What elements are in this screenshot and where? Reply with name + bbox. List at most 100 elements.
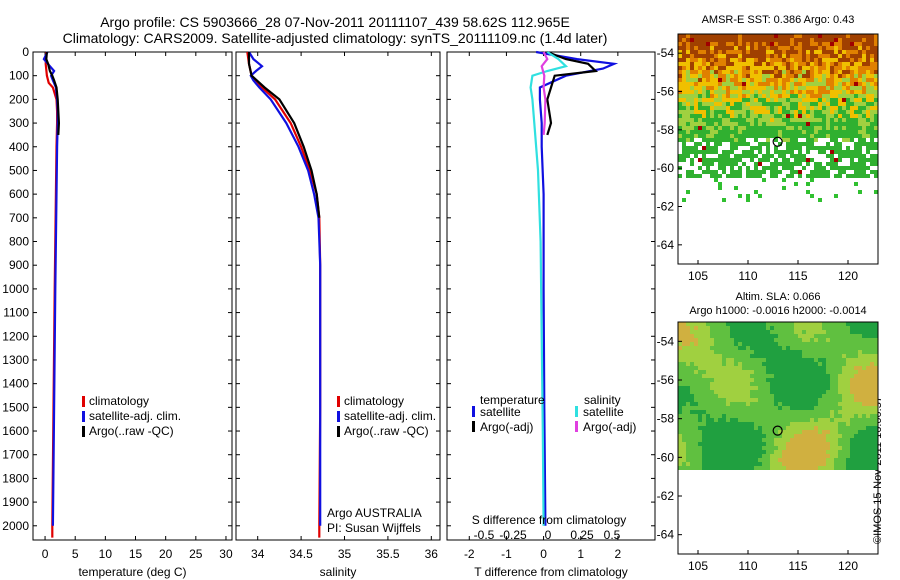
series-line-s-argo-adj-	[540, 51, 549, 136]
sst-map-cell	[822, 54, 826, 58]
sst-map-cell	[838, 110, 842, 114]
sla-map-cell	[710, 446, 714, 450]
sla-map-cell	[778, 366, 782, 370]
sla-map-cell	[778, 390, 782, 394]
sla-map-cell	[754, 338, 758, 342]
sla-map-cell	[758, 426, 762, 430]
sst-map-cell	[686, 58, 690, 62]
sst-map-cell	[850, 98, 854, 102]
sla-map-cell	[718, 462, 722, 466]
sst-map-cell	[718, 46, 722, 50]
sla-map-cell	[690, 462, 694, 466]
sla-map-cell	[858, 414, 862, 418]
x-axis-label: salinity	[320, 565, 357, 579]
sla-map-cell	[706, 398, 710, 402]
sla-map-cell	[730, 326, 734, 330]
sla-map-cell	[778, 422, 782, 426]
sst-map-cell	[746, 82, 750, 86]
sla-map-cell	[822, 406, 826, 410]
sst-map-cell	[718, 70, 722, 74]
sla-map-cell	[678, 394, 682, 398]
figure-title-line2: Climatology: CARS2009. Satellite-adjuste…	[62, 30, 608, 46]
sst-map-cell	[810, 94, 814, 98]
sla-map-cell	[826, 454, 830, 458]
sla-map-cell	[842, 346, 846, 350]
sst-map-cell	[690, 126, 694, 130]
sst-map-cell	[690, 34, 694, 38]
sst-map-cell	[786, 150, 790, 154]
sla-map-cell	[834, 366, 838, 370]
sst-map-cell	[830, 98, 834, 102]
sla-map-cell	[678, 406, 682, 410]
sla-map-cell	[810, 330, 814, 334]
sla-map-cell	[742, 346, 746, 350]
sla-map-cell	[690, 406, 694, 410]
sst-map-cell	[858, 54, 862, 58]
figure-title-line1: Argo profile: CS 5903666_28 07-Nov-2011 …	[100, 14, 570, 30]
sla-map-cell	[866, 430, 870, 434]
sla-map-cell	[738, 438, 742, 442]
sla-map-cell	[862, 438, 866, 442]
sla-map-cell	[850, 350, 854, 354]
sla-map-cell	[718, 450, 722, 454]
sla-map-cell	[870, 382, 874, 386]
sla-map-cell	[734, 462, 738, 466]
sla-map-cell	[850, 406, 854, 410]
sla-map-cell	[838, 406, 842, 410]
sst-map-cell	[778, 122, 782, 126]
sst-map-cell	[714, 118, 718, 122]
sst-map-cell	[774, 170, 778, 174]
sst-map-cell	[790, 42, 794, 46]
sla-map-cell	[690, 426, 694, 430]
sst-map-cell	[866, 70, 870, 74]
sst-map-cell	[686, 174, 690, 178]
sst-map-cell	[718, 186, 722, 190]
sla-map-cell	[718, 342, 722, 346]
sst-map-cell	[746, 38, 750, 42]
sla-map-cell	[826, 426, 830, 430]
sla-map-cell	[874, 378, 878, 382]
sla-map-cell	[730, 426, 734, 430]
sla-map-cell	[734, 454, 738, 458]
x-tick-label: 2	[615, 547, 622, 561]
sla-map-cell	[726, 466, 730, 470]
sla-map-cell	[758, 414, 762, 418]
sla-map-cell	[706, 466, 710, 470]
sst-map-cell	[806, 130, 810, 134]
sst-map-cell	[686, 134, 690, 138]
sla-map-cell	[718, 458, 722, 462]
sla-map-cell	[738, 410, 742, 414]
sst-map-cell	[870, 78, 874, 82]
sla-map-cell	[858, 338, 862, 342]
sst-map-cell	[710, 110, 714, 114]
sla-map-cell	[754, 382, 758, 386]
sla-map-cell	[686, 386, 690, 390]
sst-map-cell	[730, 138, 734, 142]
sla-map-cell	[702, 394, 706, 398]
sst-map-cell	[690, 94, 694, 98]
sla-map-cell	[798, 438, 802, 442]
sla-map-cell	[858, 466, 862, 470]
sst-map-cell	[866, 122, 870, 126]
sla-map-cell	[770, 334, 774, 338]
sst-map-cell	[794, 42, 798, 46]
sla-map-cell	[854, 386, 858, 390]
sla-map-cell	[770, 402, 774, 406]
sst-map-cell	[686, 90, 690, 94]
sla-map-cell	[774, 450, 778, 454]
sst-map-cell	[790, 94, 794, 98]
sla-map-cell	[850, 390, 854, 394]
sla-map-cell	[750, 358, 754, 362]
sla-map-cell	[746, 374, 750, 378]
sla-map-cell	[722, 374, 726, 378]
sst-map-cell	[702, 78, 706, 82]
sst-map-cell	[766, 126, 770, 130]
sla-map-cell	[818, 322, 822, 326]
sst-map-cell	[854, 38, 858, 42]
sla-map-cell	[682, 366, 686, 370]
sla-map-cell	[686, 322, 690, 326]
sst-map-cell	[798, 66, 802, 70]
sla-map-cell	[862, 406, 866, 410]
sst-map-cell	[774, 42, 778, 46]
sla-map-cell	[858, 330, 862, 334]
